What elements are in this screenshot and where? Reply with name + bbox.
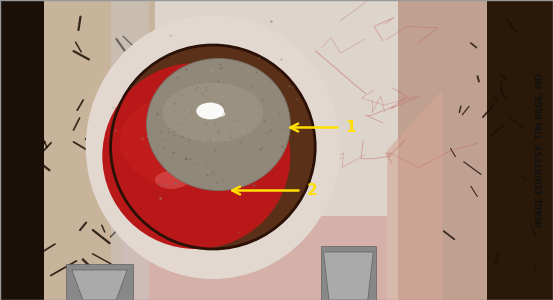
Ellipse shape <box>155 171 188 189</box>
Text: 1: 1 <box>346 120 356 135</box>
Ellipse shape <box>111 45 315 249</box>
Ellipse shape <box>119 94 251 188</box>
Polygon shape <box>0 0 155 300</box>
Text: IMAGE COURTESY: TIM PAGE, MD: IMAGE COURTESY: TIM PAGE, MD <box>536 73 545 227</box>
Polygon shape <box>321 246 376 300</box>
Ellipse shape <box>196 103 224 119</box>
Polygon shape <box>66 264 133 300</box>
Polygon shape <box>122 216 387 300</box>
Polygon shape <box>324 252 373 300</box>
Polygon shape <box>0 0 44 300</box>
Polygon shape <box>398 0 553 300</box>
Polygon shape <box>487 0 553 300</box>
Polygon shape <box>72 270 127 300</box>
Ellipse shape <box>163 83 263 142</box>
Ellipse shape <box>86 15 340 279</box>
Polygon shape <box>111 0 149 300</box>
Ellipse shape <box>102 63 290 249</box>
Polygon shape <box>387 90 442 300</box>
Text: 2: 2 <box>307 183 317 198</box>
Ellipse shape <box>147 58 290 190</box>
Ellipse shape <box>217 111 226 117</box>
